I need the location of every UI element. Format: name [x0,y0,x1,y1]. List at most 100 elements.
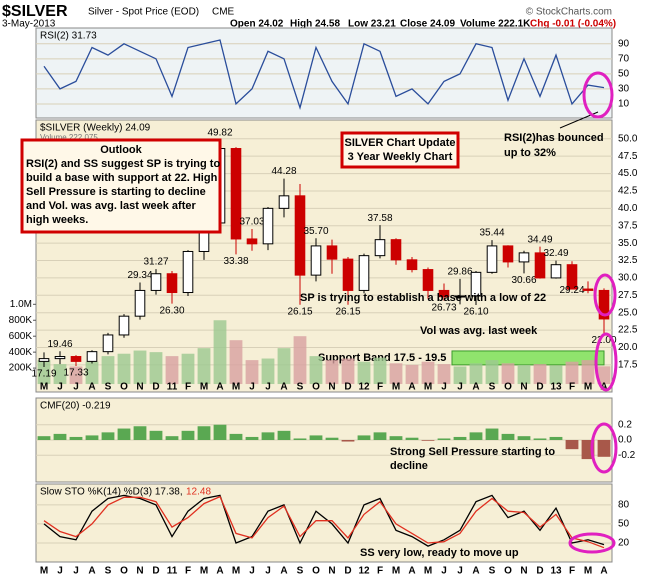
candle-body [598,289,610,320]
x-tick-label: J [73,382,79,393]
tick-label: 50 [618,69,630,80]
volume-bar [181,353,195,385]
x-tick-label: A [88,566,95,577]
candle-body [454,295,466,298]
x-tick-label: D [536,566,543,577]
candle-body [358,255,370,291]
panel-title-d: 12.48 [186,487,211,498]
highlight [594,332,618,392]
low: Low 23.21 [348,19,396,30]
highlight [593,273,617,317]
x-tick-label: J [265,382,271,393]
bar [565,440,579,450]
candle-body [582,288,594,291]
change: Chg -0.01 (-0.04%) [530,19,616,30]
tick-label: 40.0 [618,203,638,214]
outlook-line: high weeks. [26,214,88,226]
x-tick-label: S [297,566,304,577]
bar [533,438,547,440]
tick-label: 27.5 [618,290,638,301]
volume-bar [53,364,67,385]
x-tick-label: F [185,382,191,393]
tick-label: 30.0 [618,273,638,284]
x-tick-label: A [216,566,223,577]
base-note: SP is trying to establish a base with a … [300,292,546,304]
update-line: SILVER Chart Update [344,137,455,149]
bar [133,426,147,440]
volume-bar [37,360,51,385]
highlight [590,422,618,474]
bar [69,436,83,440]
x-tick-label: M [232,566,240,577]
x-tick-label: S [105,566,112,577]
tick-label: 35.0 [618,238,638,249]
tick-label: 50.0 [618,133,638,144]
outlook-title: Outlook [100,144,142,156]
bar [277,430,291,440]
high-label: 37.58 [367,213,392,224]
x-tick-label: 13 [550,566,562,577]
x-tick-label: J [441,566,447,577]
volume-bar [277,348,291,385]
bar [597,440,611,457]
volume-bar [341,358,355,385]
tick-label: -0.2 [618,450,636,461]
candle-body [230,148,242,240]
bar [325,437,339,440]
candle-body [502,245,514,263]
high: High 24.58 [290,19,340,30]
annotations: Outlook RSI(2) and SS suggest SP is tryi… [20,71,618,559]
high-label: 32.49 [543,248,568,259]
x-tick-label: N [328,382,335,393]
volume-bar [533,364,547,385]
volume-bar [597,366,611,385]
high-label: 19.46 [47,339,72,350]
panel-title: RSI(2) 31.73 [40,31,97,42]
volume-bar [549,365,563,385]
volume-bar [389,363,403,385]
x-tick-label: A [280,566,287,577]
x-tick-label: N [136,382,143,393]
volume-bar [133,350,147,385]
x-tick-label: A [280,382,287,393]
volume-bar [149,352,163,385]
support-band [451,350,605,366]
x-tick-label: J [57,382,63,393]
bar [437,438,451,440]
x-tick-label: F [377,566,383,577]
x-tick-label: 13 [550,382,562,393]
volume-bar [501,363,515,385]
low-label: 33.38 [223,256,248,267]
x-tick-label: F [185,566,191,577]
x-tick-label: J [457,382,463,393]
x-tick-label: D [152,382,159,393]
tick-label: 90 [618,38,630,49]
x-tick-label: J [457,566,463,577]
x-tick-label: D [344,566,351,577]
x-tick-label: D [152,566,159,577]
tick-label: 20.0 [618,342,638,353]
high-label: 29.34 [127,270,152,281]
candle-body [54,356,66,360]
tick-label: 32.5 [618,255,638,266]
bar [245,436,259,440]
x-tick-label: A [216,382,223,393]
low-label: 17.19 [31,369,56,380]
volume-bar [197,348,211,385]
volume-bar [245,360,259,385]
high-label: 37.03 [239,217,264,228]
x-tick-label: N [328,566,335,577]
bar [405,437,419,440]
volume-bar [373,357,387,385]
x-tick-label: S [489,566,496,577]
panel-title: CMF(20) -0.219 [40,401,111,412]
candle-body [102,334,114,353]
sto-note: SS very low, ready to move up [360,547,519,559]
x-tick-label: A [472,382,479,393]
date: 3-May-2013 [2,19,56,30]
rsi-note: RSI(2)has bounced [504,132,604,144]
x-tick-label: S [105,382,112,393]
x-tick-label: J [249,566,255,577]
panel-title: Slow STO %K(14) %D(3) 17.38, [40,487,183,498]
volume-bar [213,320,227,385]
